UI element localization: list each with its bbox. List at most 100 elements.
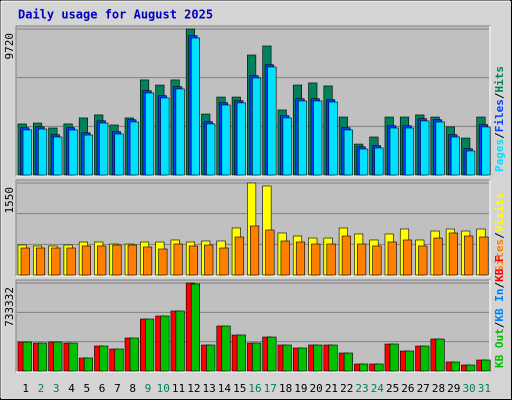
x-tick-label: 31: [478, 382, 491, 395]
bar: [481, 126, 491, 176]
x-tick-label: 17: [264, 382, 277, 395]
y-tick-label: 733332: [3, 287, 16, 327]
legend-separator: /: [493, 321, 506, 328]
bar: [343, 129, 353, 176]
legend-entry: Pages: [493, 139, 506, 172]
legend-separator: /: [493, 132, 506, 139]
legend-entry: Visits: [493, 193, 506, 233]
x-tick-label: 8: [129, 382, 136, 395]
bar: [359, 148, 369, 176]
legend-entry: KB In: [493, 289, 506, 322]
bar: [160, 315, 170, 372]
bar: [466, 150, 476, 176]
bar: [328, 101, 338, 176]
bar: [53, 341, 63, 372]
bar: [188, 245, 198, 276]
y-tick-label: 1550: [3, 187, 16, 214]
bar: [341, 235, 351, 276]
bar: [190, 37, 200, 176]
bar: [20, 247, 30, 276]
bar: [343, 352, 353, 372]
bar: [357, 243, 367, 276]
bar: [22, 129, 32, 176]
bar: [404, 127, 415, 176]
bar: [311, 243, 321, 276]
x-tick-label: 24: [371, 382, 385, 395]
bar: [387, 241, 397, 276]
bar: [389, 127, 399, 176]
x-tick-label: 1: [22, 382, 29, 395]
bar: [236, 102, 246, 176]
bar: [435, 121, 445, 176]
x-tick-label: 7: [114, 382, 121, 395]
x-tick-label: 14: [218, 382, 232, 395]
bar: [83, 357, 93, 372]
legend-entry: Hits: [493, 66, 506, 93]
bar: [160, 97, 170, 176]
bar: [252, 77, 262, 176]
legend-entry: KB F: [493, 255, 506, 282]
x-tick-label: 20: [310, 382, 323, 395]
bar: [145, 318, 155, 372]
bar: [114, 348, 124, 372]
bar: [313, 100, 323, 176]
bar: [326, 243, 336, 276]
x-tick-label: 15: [233, 382, 246, 395]
bar: [250, 225, 260, 276]
x-tick-label: 29: [447, 382, 460, 395]
bar: [404, 350, 415, 372]
bar: [450, 136, 460, 176]
bar: [466, 364, 476, 372]
bar: [68, 342, 78, 372]
bar: [389, 343, 399, 372]
bar: [420, 120, 430, 176]
x-tick-label: 3: [53, 382, 60, 395]
bar: [219, 247, 229, 276]
x-tick-label: 27: [417, 382, 430, 395]
bar: [221, 104, 231, 176]
x-tick-label: 11: [172, 382, 185, 395]
bar: [68, 129, 78, 176]
bar: [374, 147, 384, 176]
bar: [206, 123, 216, 176]
bar: [297, 347, 308, 372]
x-tick-label: 4: [68, 382, 75, 395]
bar: [99, 122, 109, 176]
bar: [99, 345, 109, 372]
bar: [265, 229, 275, 276]
bar: [359, 363, 369, 372]
bar: [51, 247, 61, 276]
legend-separator: /: [493, 232, 506, 239]
bar: [479, 236, 489, 276]
bar: [37, 128, 48, 176]
bar: [282, 117, 292, 176]
bar: [112, 244, 122, 276]
legend-separator: /: [493, 282, 506, 289]
bar: [372, 245, 382, 276]
bar: [280, 240, 290, 276]
bar: [35, 247, 46, 276]
bar: [66, 247, 76, 276]
bar: [481, 359, 491, 372]
legend-entry: Files: [493, 99, 506, 132]
x-tick-label: 2: [38, 382, 45, 395]
bar: [158, 248, 168, 276]
bar: [267, 66, 277, 176]
x-tick-label: 6: [99, 382, 106, 395]
bar: [435, 338, 445, 372]
bar: [420, 345, 430, 372]
bar: [433, 237, 443, 276]
bar: [81, 245, 91, 276]
bar: [234, 236, 244, 276]
bar: [143, 246, 153, 276]
x-tick-label: 30: [462, 382, 475, 395]
bar: [328, 344, 338, 372]
x-tick-label: 19: [294, 382, 307, 395]
bar: [236, 334, 246, 372]
bar: [53, 136, 63, 176]
bar: [129, 337, 139, 372]
bar: [221, 325, 231, 372]
legend: KB Out/KB In/KB F: [493, 255, 506, 368]
x-tick-label: 26: [401, 382, 414, 395]
